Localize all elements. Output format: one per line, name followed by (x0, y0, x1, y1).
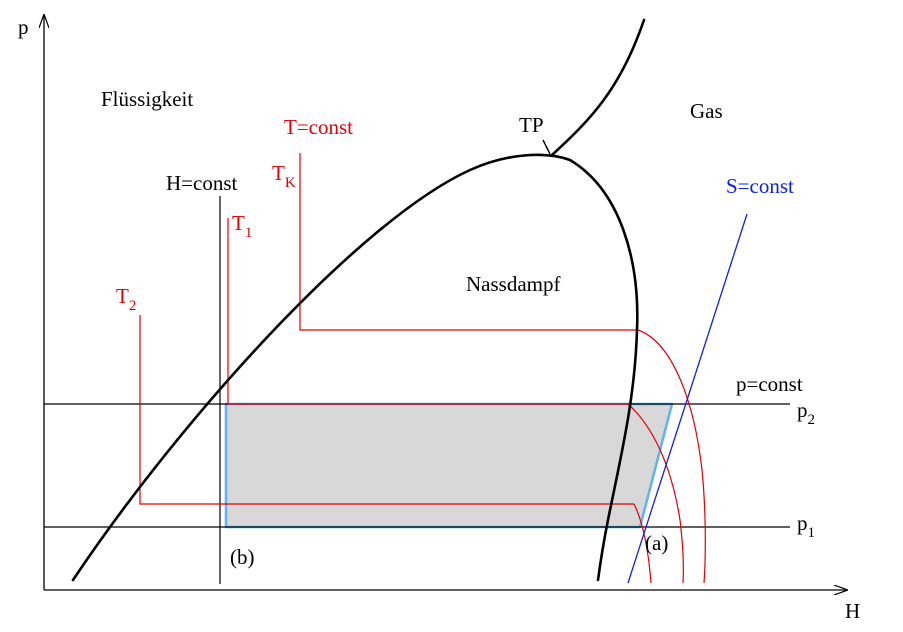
isotherm-tk-label: TK (272, 161, 296, 191)
y-axis-label: p (18, 15, 29, 39)
isotherm-t1-label: T1 (232, 211, 252, 241)
isotherm-t1 (227, 218, 628, 405)
isentrope-line (627, 213, 748, 584)
point-b-label: (b) (230, 545, 255, 569)
isotherm-tk-gas (637, 329, 706, 584)
isotherm-tk (299, 153, 638, 331)
isotherm-title: T=const (284, 115, 353, 139)
isentrope-title: S=const (726, 174, 794, 198)
tp-pointer (542, 139, 551, 155)
isotherm-t1-gas (627, 403, 684, 584)
cycle-area (224, 402, 674, 529)
vapor-saturation-curve (568, 158, 639, 582)
region-wet-steam-label: Nassdampf (466, 272, 560, 296)
isotherm-t2-label: T2 (116, 284, 136, 314)
phase-boundaries (71, 18, 646, 582)
region-gas-label: Gas (690, 99, 723, 123)
isobar-p1-label: p1 (797, 511, 815, 541)
sublimation-curve (550, 18, 646, 157)
liquid-saturation-curve (71, 153, 572, 582)
isenthalp-title: H=const (166, 171, 238, 195)
x-axis-label: H (845, 599, 860, 623)
isobar-title: p=const (736, 372, 803, 396)
turning-point-label: TP (519, 113, 544, 137)
region-liquid-label: Flüssigkeit (101, 87, 193, 111)
isotherm-t2-gas (633, 503, 652, 584)
isotherm-t2 (139, 315, 634, 505)
point-a-label: (a) (645, 531, 668, 555)
isotherms (139, 153, 706, 584)
isobar-p2-label: p2 (797, 398, 815, 428)
